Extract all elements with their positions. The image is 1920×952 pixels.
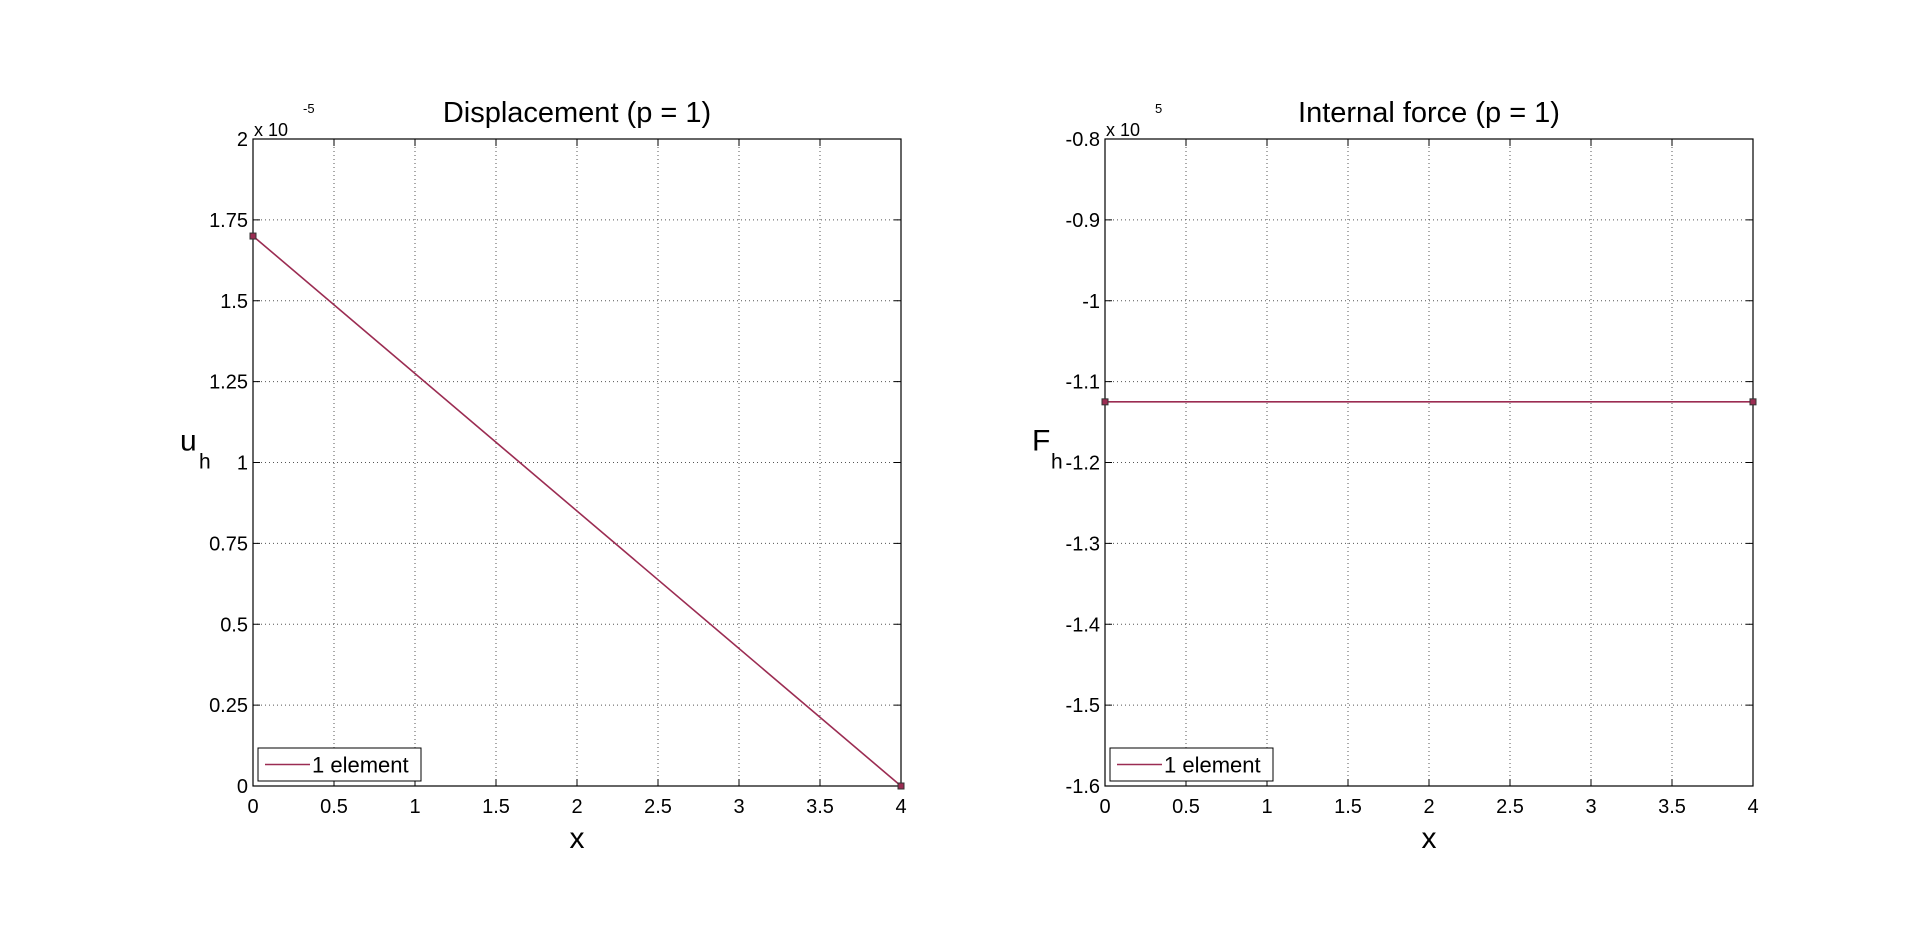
legend-label: 1 element [312,753,409,778]
x-tick-label: 3.5 [1658,796,1686,818]
y-tick-label: -0.8 [1066,129,1100,151]
y-tick-label: -1.4 [1066,614,1100,636]
chart-2: 0 0.5 1 1.5 2 2.5 3 3.5 4 -1.6 -1.5 -1.4 -1.3 -1.2 -1.… [1032,97,1759,855]
y-multiplier: x 10 [1106,120,1140,140]
x-tick-label: 2.5 [644,796,672,818]
x-tick-label: 3.5 [806,796,834,818]
y-tick-label: -1.5 [1066,695,1100,717]
x-tick-label: 1 [1261,796,1272,818]
x-axis-label: x [570,822,585,855]
y-tick-label: 0.5 [220,614,248,636]
x-tick-label: 1 [409,796,420,818]
y-tick-label: 0.25 [209,695,248,717]
legend-box [257,747,422,782]
data-point-marker [249,232,257,240]
x-tick-label: 4 [895,796,906,818]
x-tick-label: 0 [1099,796,1110,818]
y-tick-label: 1.5 [220,291,248,313]
x-tick-label: 0.5 [320,796,348,818]
data-point-marker [897,782,905,790]
y-axis-label: u [180,425,197,458]
chart-title: Displacement (p = 1) [443,97,711,129]
x-tick-label: 0 [247,796,258,818]
y-tick-label: 1.25 [209,372,248,394]
y-tick-label: 2 [237,129,248,151]
x-tick-label: 3 [733,796,744,818]
x-axis-label: x [1422,822,1437,855]
chart-1: 0 0.5 1 1.5 2 2.5 3 3.5 4 0 0.25 0.5 0.75 1 1.25 1.5 1.7… [180,97,907,855]
y-tick-label: -1.6 [1066,776,1100,798]
y-tick-label: 0 [237,776,248,798]
y-tick-label: 1 [237,453,248,475]
y-tick-label: -1.2 [1066,453,1100,475]
y-tick-label: -0.9 [1066,210,1100,232]
y-tick-label: -1.1 [1066,372,1100,394]
y-multiplier-exponent: -5 [303,101,315,116]
data-point-marker [1101,398,1109,406]
y-axis-label-subscript: h [1051,451,1063,474]
x-tick-label: 2 [571,796,582,818]
y-tick-label: 1.75 [209,210,248,232]
data-point-marker [1749,398,1757,406]
y-tick-label: 0.75 [209,533,248,555]
x-tick-label: 2 [1423,796,1434,818]
y-tick-label: -1.3 [1066,533,1100,555]
x-tick-label: 1.5 [482,796,510,818]
x-tick-label: 2.5 [1496,796,1524,818]
y-axis-label: F [1032,425,1050,458]
x-tick-label: 4 [1747,796,1758,818]
legend-label: 1 element [1164,753,1261,778]
x-tick-label: 3 [1585,796,1596,818]
series-line [252,235,902,787]
y-tick-label: -1 [1082,291,1100,313]
x-tick-label: 1.5 [1334,796,1362,818]
chart-title: Internal force (p = 1) [1298,97,1560,129]
y-multiplier-exponent: 5 [1155,101,1162,116]
y-multiplier: x 10 [254,120,288,140]
x-tick-label: 0.5 [1172,796,1200,818]
y-axis-label-subscript: h [199,451,211,474]
